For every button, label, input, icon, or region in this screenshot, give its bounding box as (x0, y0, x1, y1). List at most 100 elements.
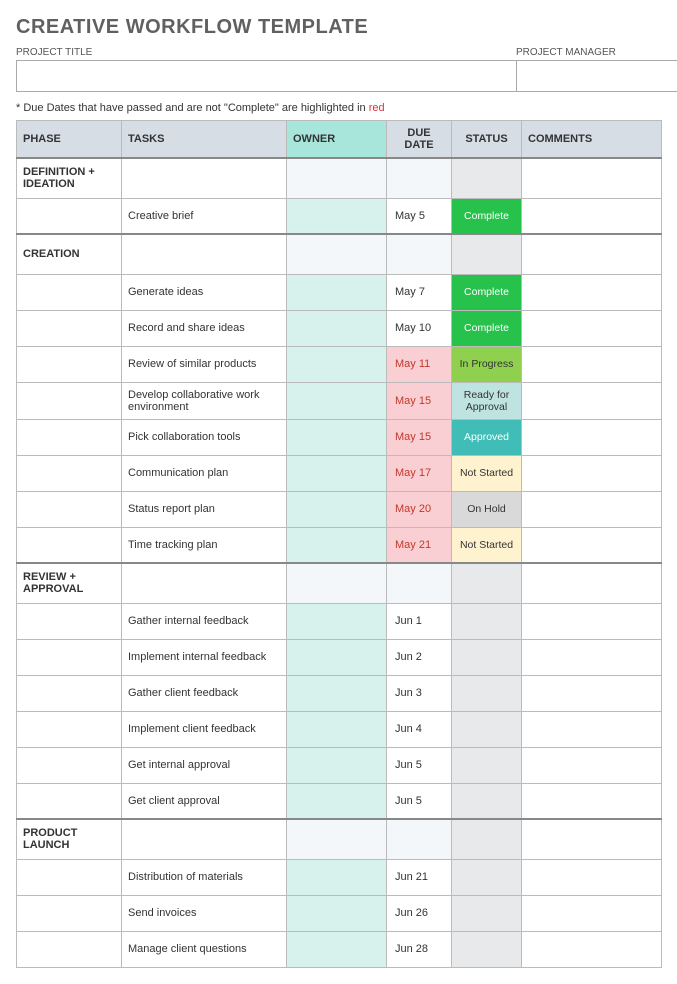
owner-cell[interactable] (287, 198, 387, 234)
task-name[interactable]: Distribution of materials (122, 859, 287, 895)
page-title: CREATIVE WORKFLOW TEMPLATE (16, 16, 661, 39)
task-name[interactable]: Manage client questions (122, 931, 287, 967)
owner-cell[interactable] (287, 639, 387, 675)
task-row: Get internal approval Jun 5 (17, 747, 662, 783)
status-cell[interactable]: Complete (452, 274, 522, 310)
section-row: CREATION (17, 234, 662, 274)
project-title-input[interactable] (16, 60, 516, 92)
empty-cell (522, 819, 662, 859)
owner-cell[interactable] (287, 527, 387, 563)
comments-cell[interactable] (522, 747, 662, 783)
task-name[interactable]: Creative brief (122, 198, 287, 234)
comments-cell[interactable] (522, 382, 662, 419)
task-name[interactable]: Send invoices (122, 895, 287, 931)
empty-cell (287, 234, 387, 274)
owner-cell[interactable] (287, 895, 387, 931)
status-cell[interactable] (452, 859, 522, 895)
comments-cell[interactable] (522, 527, 662, 563)
due-date-cell[interactable]: Jun 5 (387, 747, 452, 783)
comments-cell[interactable] (522, 711, 662, 747)
status-cell[interactable]: Not Started (452, 455, 522, 491)
due-date-cell[interactable]: Jun 2 (387, 639, 452, 675)
comments-cell[interactable] (522, 675, 662, 711)
task-name[interactable]: Gather internal feedback (122, 603, 287, 639)
task-name[interactable]: Status report plan (122, 491, 287, 527)
owner-cell[interactable] (287, 783, 387, 819)
comments-cell[interactable] (522, 455, 662, 491)
due-date-cell[interactable]: Jun 28 (387, 931, 452, 967)
status-cell[interactable] (452, 895, 522, 931)
status-cell[interactable]: Not Started (452, 527, 522, 563)
task-name[interactable]: Review of similar products (122, 346, 287, 382)
comments-cell[interactable] (522, 931, 662, 967)
due-date-cell[interactable]: May 21 (387, 527, 452, 563)
comments-cell[interactable] (522, 783, 662, 819)
due-date-cell[interactable]: May 20 (387, 491, 452, 527)
status-cell[interactable] (452, 931, 522, 967)
due-date-cell[interactable]: Jun 3 (387, 675, 452, 711)
comments-cell[interactable] (522, 491, 662, 527)
owner-cell[interactable] (287, 859, 387, 895)
task-name[interactable]: Implement internal feedback (122, 639, 287, 675)
due-date-cell[interactable]: May 7 (387, 274, 452, 310)
status-cell[interactable]: In Progress (452, 346, 522, 382)
owner-cell[interactable] (287, 675, 387, 711)
status-cell[interactable]: Complete (452, 310, 522, 346)
comments-cell[interactable] (522, 859, 662, 895)
owner-cell[interactable] (287, 747, 387, 783)
due-date-cell[interactable]: May 15 (387, 382, 452, 419)
task-name[interactable]: Communication plan (122, 455, 287, 491)
task-name[interactable]: Record and share ideas (122, 310, 287, 346)
phase-name: CREATION (17, 234, 122, 274)
task-name[interactable]: Generate ideas (122, 274, 287, 310)
owner-cell[interactable] (287, 603, 387, 639)
status-cell[interactable] (452, 639, 522, 675)
comments-cell[interactable] (522, 419, 662, 455)
owner-cell[interactable] (287, 419, 387, 455)
project-manager-input[interactable] (516, 60, 677, 92)
due-date-cell[interactable]: Jun 21 (387, 859, 452, 895)
status-cell[interactable]: Complete (452, 198, 522, 234)
owner-cell[interactable] (287, 491, 387, 527)
owner-cell[interactable] (287, 346, 387, 382)
comments-cell[interactable] (522, 310, 662, 346)
status-cell[interactable]: Ready for Approval (452, 382, 522, 419)
comments-cell[interactable] (522, 639, 662, 675)
due-date-cell[interactable]: Jun 1 (387, 603, 452, 639)
due-date-cell[interactable]: May 10 (387, 310, 452, 346)
comments-cell[interactable] (522, 198, 662, 234)
due-date-cell[interactable]: May 11 (387, 346, 452, 382)
task-name[interactable]: Develop collaborative work environment (122, 382, 287, 419)
owner-cell[interactable] (287, 455, 387, 491)
due-date-cell[interactable]: Jun 4 (387, 711, 452, 747)
status-cell[interactable] (452, 747, 522, 783)
task-name[interactable]: Get internal approval (122, 747, 287, 783)
status-cell[interactable] (452, 783, 522, 819)
owner-cell[interactable] (287, 931, 387, 967)
owner-cell[interactable] (287, 274, 387, 310)
comments-cell[interactable] (522, 346, 662, 382)
owner-cell[interactable] (287, 711, 387, 747)
owner-cell[interactable] (287, 382, 387, 419)
due-date-cell[interactable]: May 15 (387, 419, 452, 455)
status-cell[interactable]: On Hold (452, 491, 522, 527)
due-date-cell[interactable]: May 17 (387, 455, 452, 491)
owner-cell[interactable] (287, 310, 387, 346)
task-name[interactable]: Gather client feedback (122, 675, 287, 711)
status-cell[interactable] (452, 675, 522, 711)
task-name[interactable]: Time tracking plan (122, 527, 287, 563)
task-name[interactable]: Get client approval (122, 783, 287, 819)
status-cell[interactable] (452, 603, 522, 639)
status-cell[interactable]: Approved (452, 419, 522, 455)
due-date-cell[interactable]: Jun 26 (387, 895, 452, 931)
task-name[interactable]: Implement client feedback (122, 711, 287, 747)
empty-cell (17, 783, 122, 819)
comments-cell[interactable] (522, 895, 662, 931)
due-date-cell[interactable]: Jun 5 (387, 783, 452, 819)
comments-cell[interactable] (522, 274, 662, 310)
comments-cell[interactable] (522, 603, 662, 639)
note-prefix: * Due Dates that have passed and are not… (16, 102, 369, 114)
due-date-cell[interactable]: May 5 (387, 198, 452, 234)
task-name[interactable]: Pick collaboration tools (122, 419, 287, 455)
status-cell[interactable] (452, 711, 522, 747)
